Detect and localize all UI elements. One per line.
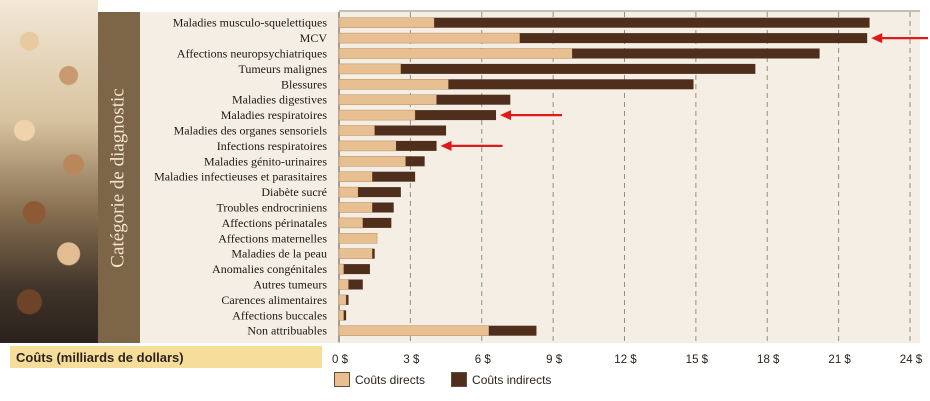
bar-indirect (415, 110, 497, 121)
legend-item-indirect: Coûts indirects (451, 372, 551, 387)
bar-direct (338, 186, 359, 198)
category-label: Autres tumeurs (253, 278, 327, 292)
category-label: MCV (300, 31, 328, 45)
bar-indirect (396, 140, 437, 151)
x-tick-label: 6 $ (475, 354, 492, 366)
bar-direct (338, 32, 521, 44)
highlight-arrow-head (871, 33, 883, 44)
x-tick-label: 21 $ (828, 354, 851, 366)
bar-direct (338, 263, 345, 275)
bar-indirect (448, 79, 694, 90)
category-label: Tumeurs malignes (238, 62, 327, 76)
category-label: Maladies infectieuses et parasitaires (154, 170, 327, 184)
x-tick-label: 24 $ (900, 354, 923, 366)
bar-direct (338, 325, 490, 336)
bar-direct (338, 79, 449, 90)
bar-indirect (362, 217, 392, 228)
x-axis-title-band: Coûts (milliards de dollars) (10, 346, 322, 368)
bar-direct (338, 310, 345, 321)
category-label: Maladies musculo-squelettiques (173, 16, 328, 30)
x-tick-label: 18 $ (757, 354, 780, 366)
category-label: Maladies des organes sensoriels (174, 124, 328, 138)
bar-direct (338, 109, 416, 121)
category-label: Maladies de la peau (231, 247, 327, 261)
bar-direct (338, 94, 437, 105)
bar-direct (338, 248, 373, 259)
legend-swatch-indirect (451, 372, 468, 387)
bar-direct (338, 156, 406, 167)
legend-label-indirect: Coûts indirects (472, 372, 552, 387)
category-label: Affections buccales (232, 308, 327, 322)
x-axis-title: Coûts (milliards de dollars) (16, 349, 184, 365)
bar-indirect (519, 33, 868, 44)
bar-indirect (348, 279, 363, 290)
category-label: Diabète sucré (261, 185, 327, 199)
category-label: Maladies respiratoires (221, 108, 328, 122)
bar-indirect (343, 264, 370, 275)
x-tick-label: 0 $ (332, 354, 349, 366)
bar-direct (338, 63, 402, 75)
category-label: Affections neuropsychiatriques (177, 47, 327, 61)
legend-item-direct: Coûts directs (334, 372, 425, 387)
bar-indirect (405, 156, 425, 167)
category-label: Carences alimentaires (221, 293, 327, 307)
bar-direct (338, 233, 378, 244)
bar-indirect (488, 325, 537, 336)
bar-indirect (374, 125, 447, 136)
bar-indirect (372, 202, 394, 213)
bar-indirect (358, 187, 401, 198)
bar-direct (338, 125, 375, 136)
y-axis-band (98, 12, 140, 343)
bar-indirect (343, 310, 347, 321)
bar-direct (338, 202, 373, 213)
category-label: Maladies digestives (232, 93, 327, 107)
legend-swatch-direct (334, 372, 350, 387)
bar-indirect (372, 171, 416, 182)
category-label: Affections maternelles (218, 231, 327, 245)
bar-indirect (346, 294, 349, 305)
category-label: Affections périnatales (222, 216, 328, 230)
highlight-arrow-head (440, 140, 452, 151)
bar-direct (338, 217, 364, 229)
legend-label-direct: Coûts directs (355, 372, 426, 387)
bar-indirect (372, 248, 375, 259)
crowd-photo (0, 0, 98, 343)
category-label: Troubles endrocriniens (216, 201, 327, 215)
category-label: Maladies génito-urinaires (204, 154, 327, 168)
bar-indirect (400, 63, 756, 74)
category-label: Infections respiratoires (217, 139, 328, 153)
legend: Coûts directs Coûts indirects (334, 372, 551, 387)
bar-direct (338, 140, 397, 152)
category-label: Non attribuables (247, 324, 327, 338)
bar-direct (338, 294, 347, 306)
bar-indirect (572, 48, 820, 59)
bar-direct (338, 171, 373, 182)
bar-indirect (434, 17, 870, 28)
bar-indirect (436, 94, 511, 105)
x-tick-label: 15 $ (686, 354, 709, 366)
x-tick-label: 9 $ (546, 354, 563, 366)
bar-direct (338, 17, 435, 28)
x-tick-label: 12 $ (614, 354, 637, 366)
highlight-arrow-head (500, 110, 512, 121)
x-tick-label: 3 $ (403, 354, 420, 366)
bar-direct (338, 48, 573, 59)
category-label: Blessures (281, 77, 327, 91)
bar-direct (338, 279, 349, 290)
category-label: Anomalies congénitales (212, 262, 327, 276)
